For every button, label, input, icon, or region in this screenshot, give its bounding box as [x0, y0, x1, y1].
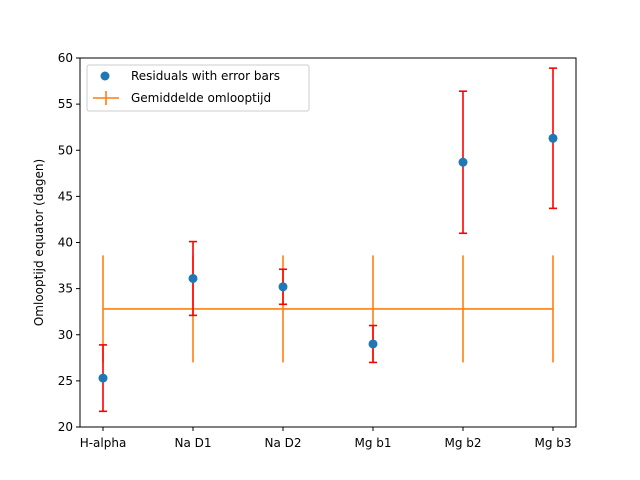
y-tick-label: 60	[58, 51, 73, 65]
legend: Residuals with error bars Gemiddelde oml…	[86, 64, 310, 112]
y-tick-label: 25	[58, 374, 73, 388]
y-axis-label: Omlooptijd equator (dagen)	[32, 159, 46, 326]
x-tick-label: Na D1	[174, 436, 211, 450]
plot-area	[98, 67, 558, 413]
y-tick-label: 45	[58, 189, 73, 203]
y-tick-label: 35	[58, 282, 73, 296]
x-axis-ticks: H-alpha Na D1 Na D2 Mg b1 Mg b2 Mg b3	[80, 427, 572, 450]
residual-point	[548, 133, 558, 143]
legend-marker-mean	[93, 91, 119, 105]
y-tick-label: 30	[58, 328, 73, 342]
legend-marker-residuals	[100, 71, 110, 81]
residual-point	[458, 157, 468, 167]
x-tick-label: Mg b1	[354, 436, 391, 450]
legend-label-residuals: Residuals with error bars	[131, 69, 280, 83]
y-tick-label: 20	[58, 420, 73, 434]
x-tick-label: H-alpha	[80, 436, 127, 450]
y-tick-label: 40	[58, 236, 73, 250]
residual-point	[98, 373, 108, 383]
legend-box	[86, 64, 310, 112]
legend-label-mean: Gemiddelde omlooptijd	[131, 91, 271, 105]
x-tick-label: Mg b3	[534, 436, 571, 450]
axes-frame	[79, 57, 577, 428]
y-tick-label: 50	[58, 143, 73, 157]
y-tick-label: 55	[58, 97, 73, 111]
x-tick-label: Mg b2	[444, 436, 481, 450]
residual-point	[278, 282, 288, 292]
residual-point	[368, 339, 378, 349]
y-axis-ticks: 20 25 30 35 40 45 50 55 60	[58, 51, 80, 434]
residual-point	[188, 273, 198, 283]
x-tick-label: Na D2	[264, 436, 301, 450]
